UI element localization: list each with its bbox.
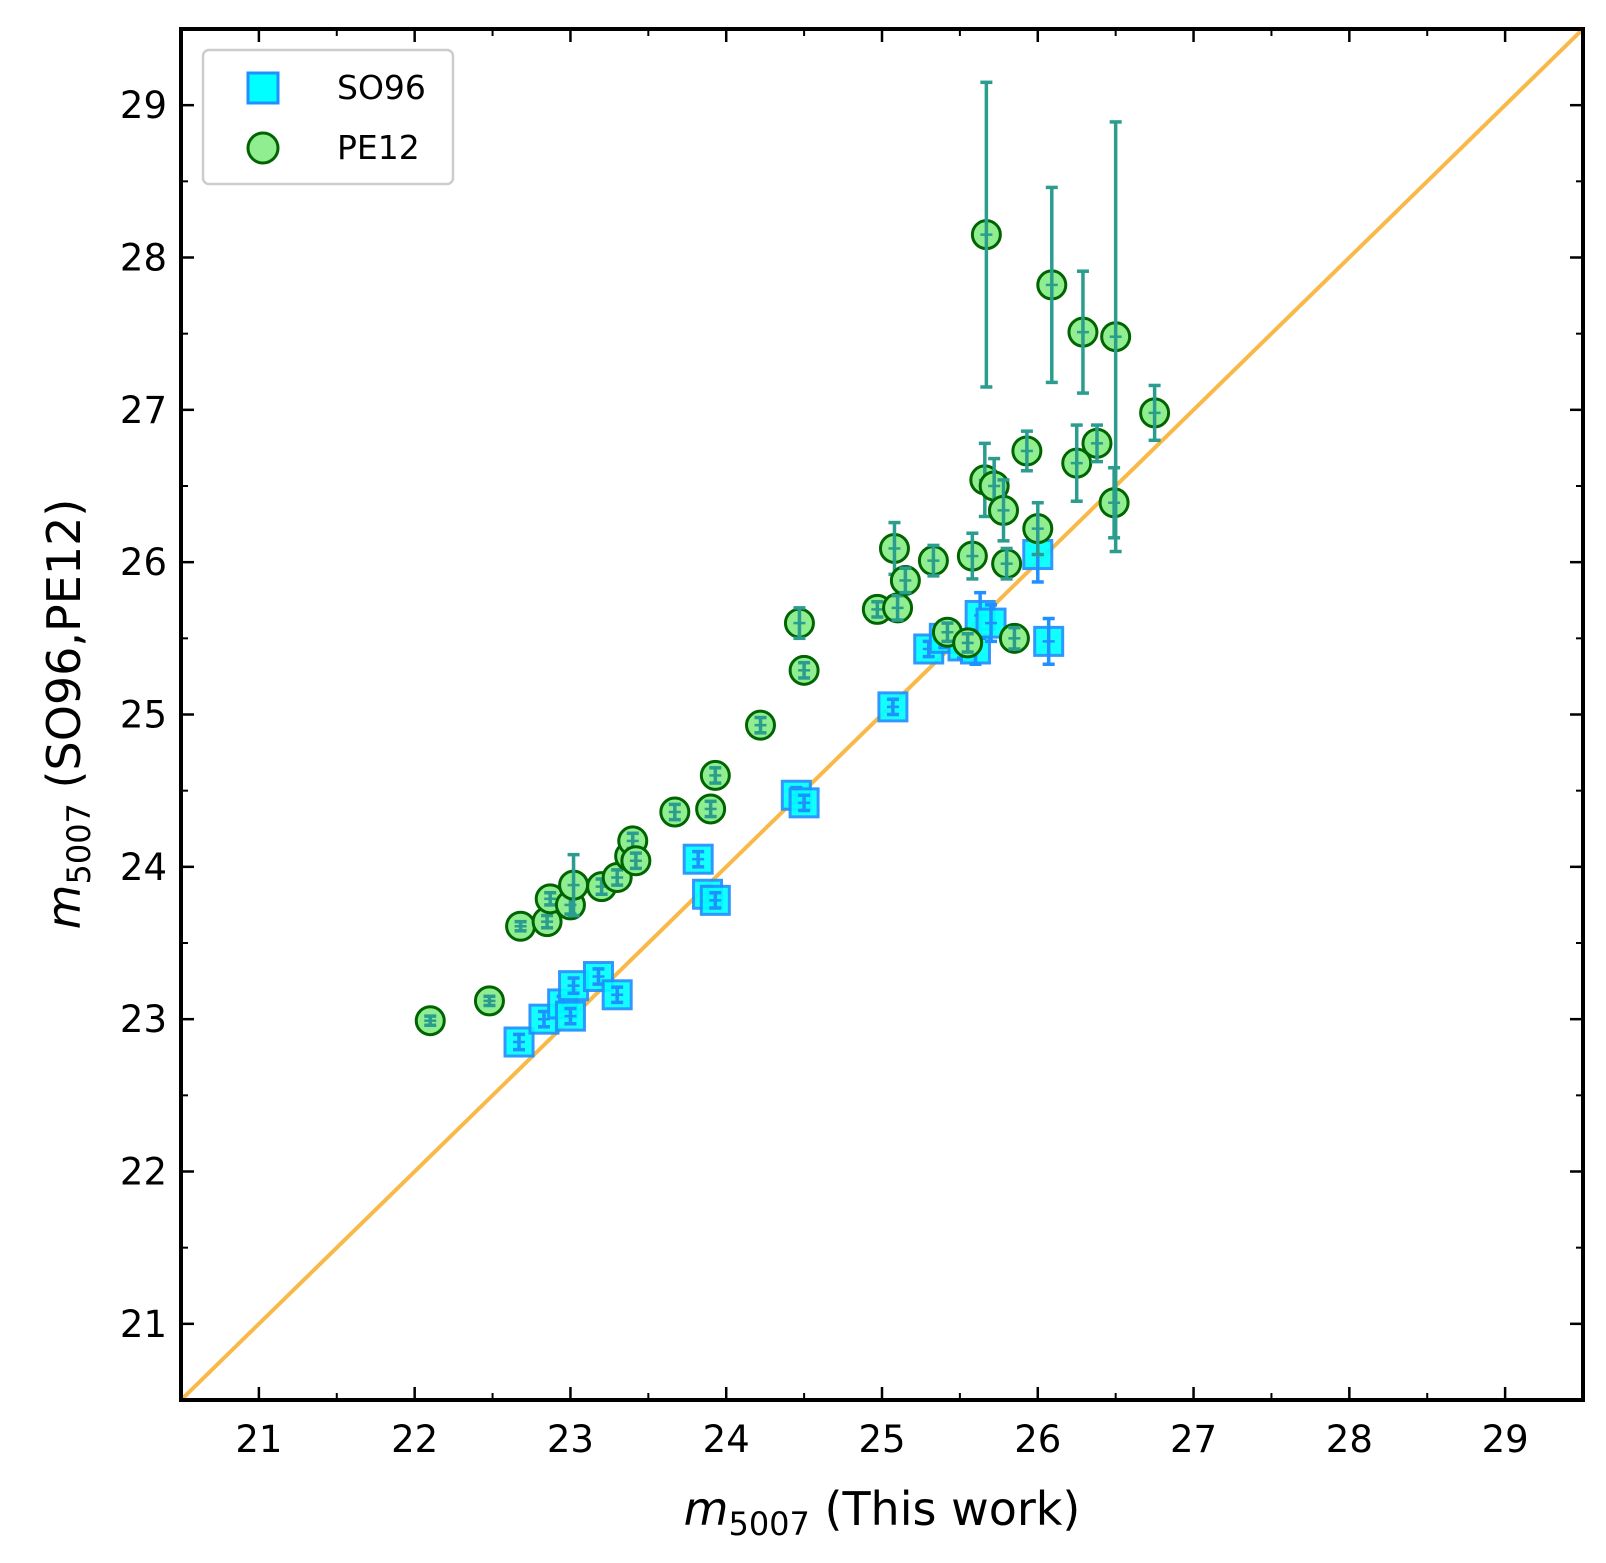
y-tick-label: 28 bbox=[120, 237, 167, 280]
x-tick-label: 26 bbox=[1014, 1418, 1061, 1461]
x-tick-label: 27 bbox=[1170, 1418, 1217, 1461]
y-tick-label: 26 bbox=[120, 541, 167, 584]
y-tick-label: 27 bbox=[120, 389, 167, 432]
x-axis-label: m5007 (This work) bbox=[684, 1482, 1081, 1543]
x-tick-label: 23 bbox=[547, 1418, 594, 1461]
x-tick-label: 28 bbox=[1326, 1418, 1373, 1461]
y-tick-label: 29 bbox=[120, 84, 167, 127]
y-tick-label: 23 bbox=[120, 998, 167, 1041]
x-tick-label: 25 bbox=[858, 1418, 905, 1461]
axis-ticks: 21 22 23 24 25 26 27 28 29 21 22 23 24 25 26 27 28 29 bbox=[120, 29, 1583, 1461]
x-tick-label: 22 bbox=[391, 1418, 438, 1461]
x-tick-label: 24 bbox=[703, 1418, 750, 1461]
y-tick-label: 24 bbox=[120, 846, 167, 889]
data-layer bbox=[414, 80, 1171, 1058]
y-axis-label: m5007 (SO96,PE12) bbox=[37, 499, 98, 930]
legend-label-pe12: PE12 bbox=[337, 128, 420, 167]
y-tick-label: 25 bbox=[120, 694, 167, 737]
legend: SO96 PE12 bbox=[201, 48, 455, 186]
x-tick-label: 29 bbox=[1482, 1418, 1529, 1461]
series-pe12 bbox=[414, 80, 1171, 1037]
y-tick-label: 21 bbox=[120, 1303, 167, 1346]
legend-marker-pe12 bbox=[246, 131, 280, 165]
legend-label-so96: SO96 bbox=[337, 68, 426, 107]
x-tick-label: 21 bbox=[235, 1418, 282, 1461]
legend-marker-so96 bbox=[246, 71, 280, 105]
y-tick-label: 22 bbox=[120, 1151, 167, 1194]
